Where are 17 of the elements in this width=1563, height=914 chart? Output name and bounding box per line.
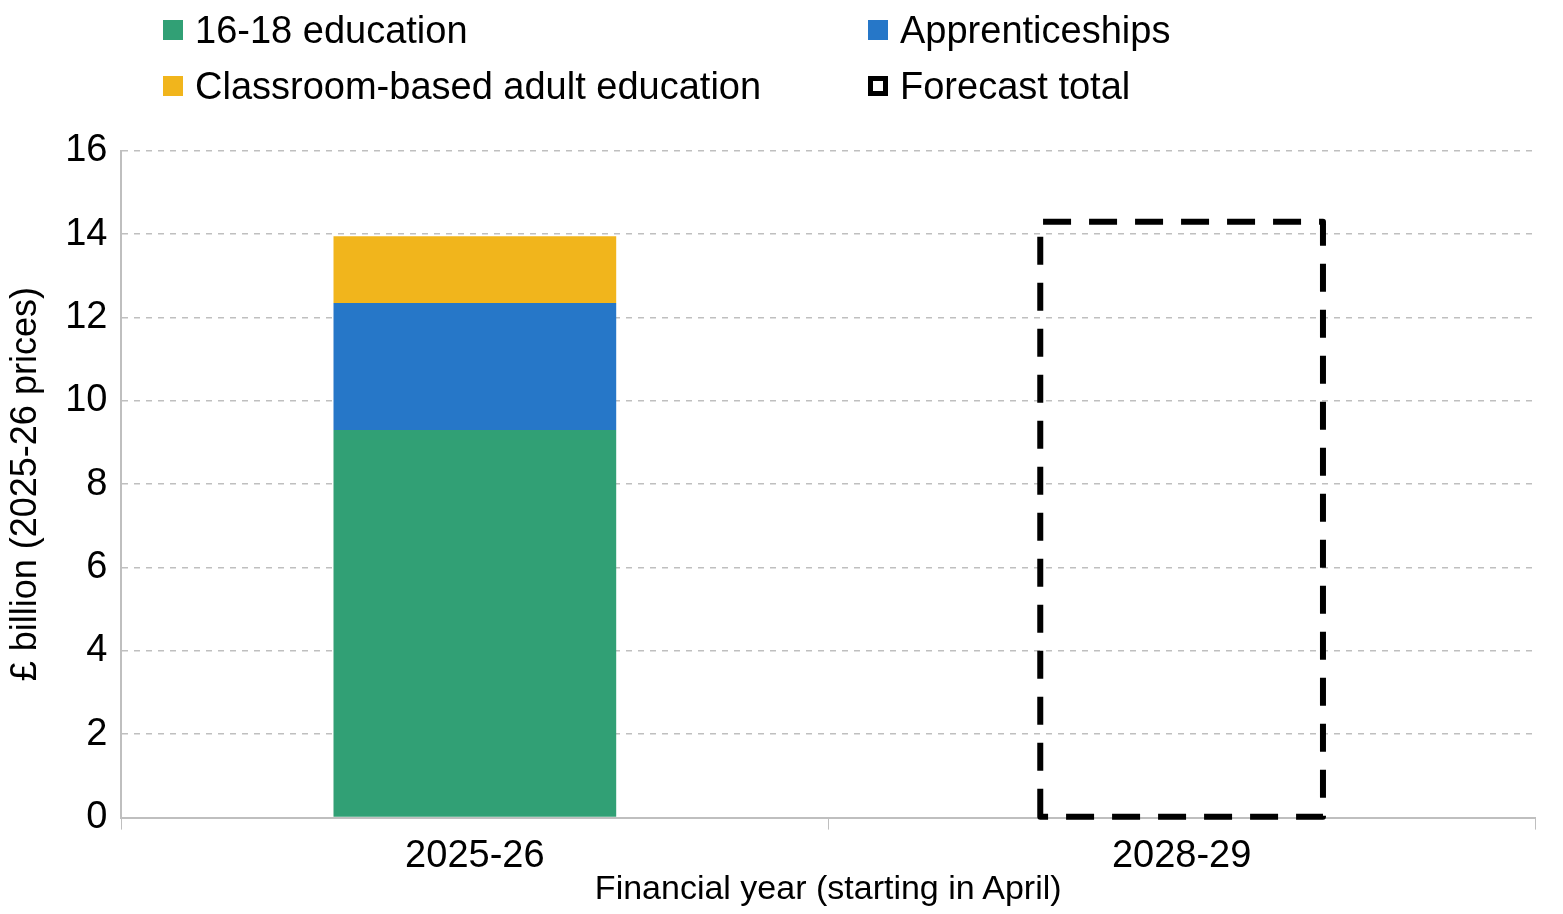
y-axis-title: £ billion (2025-26 prices): [2, 287, 44, 682]
y-tick-label: 6: [86, 544, 108, 587]
legend-label: 16-18 education: [195, 8, 468, 52]
legend-label: Apprenticeships: [900, 8, 1171, 52]
x-tick-label: 2025-26: [405, 832, 545, 875]
y-tick-label: 2: [86, 710, 108, 753]
y-tick-label: 16: [65, 127, 108, 170]
x-tick-label: 2028-29: [1111, 832, 1252, 875]
y-tick-label: 14: [65, 210, 108, 253]
x-axis-title: Financial year (starting in April): [594, 867, 1062, 906]
legend-label: Forecast total: [900, 64, 1131, 108]
y-tick-label: 8: [86, 460, 108, 503]
y-tick-label: 10: [65, 377, 108, 420]
y-tick-label: 12: [65, 293, 108, 336]
y-tick-label: 4: [86, 627, 108, 670]
y-tick-label: 0: [86, 794, 108, 837]
legend-label: Classroom-based adult education: [195, 64, 762, 108]
